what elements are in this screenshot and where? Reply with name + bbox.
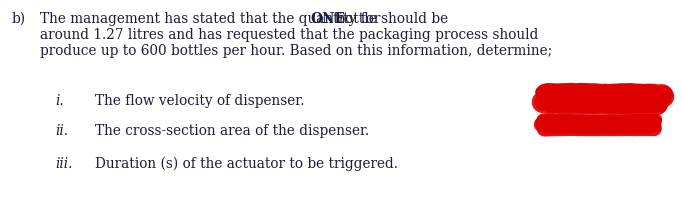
Text: around 1.27 litres and has requested that the packaging process should: around 1.27 litres and has requested tha… xyxy=(40,28,538,42)
Text: The management has stated that the quantity for: The management has stated that the quant… xyxy=(40,12,385,26)
Text: The flow velocity of dispenser.: The flow velocity of dispenser. xyxy=(95,94,304,108)
Text: Duration (s) of the actuator to be triggered.: Duration (s) of the actuator to be trigg… xyxy=(95,157,398,171)
Text: i.: i. xyxy=(55,94,63,108)
Text: bottle should be: bottle should be xyxy=(332,12,448,26)
Text: b): b) xyxy=(12,12,26,26)
Text: The cross-section area of the dispenser.: The cross-section area of the dispenser. xyxy=(95,124,369,138)
Text: iii.: iii. xyxy=(55,157,72,171)
Text: ii.: ii. xyxy=(55,124,68,138)
Text: produce up to 600 bottles per hour. Based on this information, determine;: produce up to 600 bottles per hour. Base… xyxy=(40,44,552,58)
Text: ONE: ONE xyxy=(310,12,345,26)
